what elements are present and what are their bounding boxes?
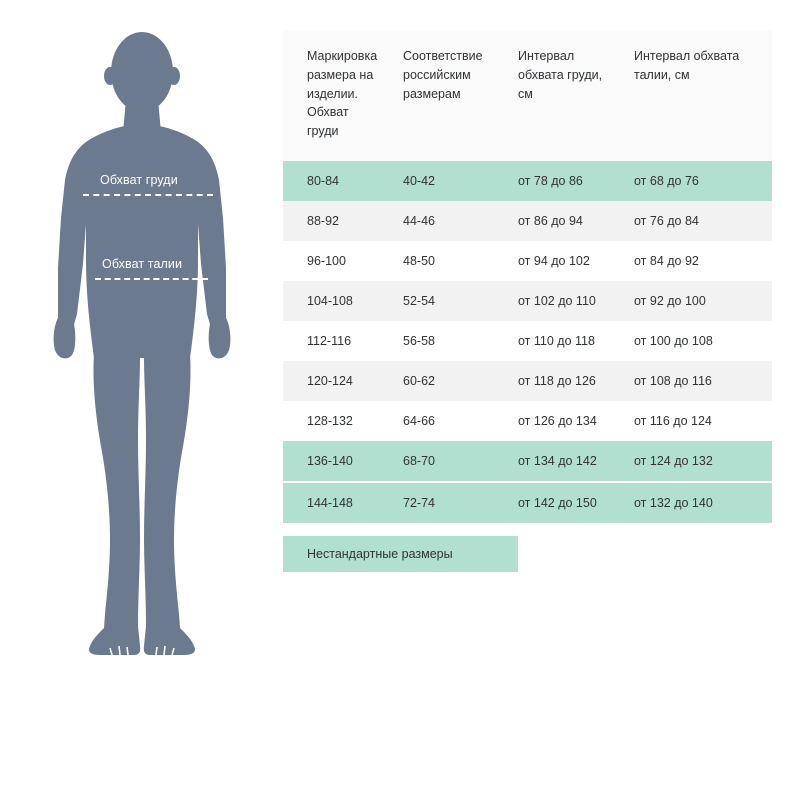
cell-marking: 128-132 xyxy=(307,413,353,428)
cell-waist: от 76 до 84 xyxy=(634,213,699,228)
cell-chest: от 142 до 150 xyxy=(506,480,621,523)
table-row[interactable]: 112-116 56-58 от 110 до 118 от 100 до 10… xyxy=(283,320,772,361)
chest-measure-line-icon xyxy=(83,194,213,196)
cell-waist: от 116 до 124 xyxy=(634,413,712,428)
column-header-marking: Маркировка размера на изделии. Обхват гр… xyxy=(283,30,389,161)
cell-waist: от 108 до 116 xyxy=(634,373,712,388)
custom-sizes-button[interactable]: Нестандартные размеры xyxy=(283,536,518,572)
male-body-silhouette-icon xyxy=(53,32,231,656)
table-row[interactable]: 88-92 44-46 от 86 до 94 от 76 до 84 xyxy=(283,200,772,241)
cell-marking: 80-84 xyxy=(307,173,339,188)
table-header: Маркировка размера на изделии. Обхват гр… xyxy=(283,30,772,161)
table-row[interactable]: 136-140 68-70 от 134 до 142 от 124 до 13… xyxy=(283,440,772,482)
cell-chest: от 110 до 118 xyxy=(518,333,595,348)
cell-marking: 120-124 xyxy=(307,373,353,388)
cell-marking: 112-116 xyxy=(307,333,352,348)
table-body: 80-84 40-42 от 78 до 86 от 68 до 76 88-9… xyxy=(283,160,772,523)
cell-chest: от 94 до 102 xyxy=(518,253,590,268)
table-row[interactable]: 120-124 60-62 от 118 до 126 от 108 до 11… xyxy=(283,360,772,401)
column-header-waist: Интервал обхвата талии, см xyxy=(621,30,772,161)
cell-chest: от 102 до 110 xyxy=(518,293,596,308)
cell-chest: от 118 до 126 xyxy=(518,373,596,388)
chest-measure-label: Обхват груди xyxy=(100,173,178,187)
table-header-row: Маркировка размера на изделии. Обхват гр… xyxy=(283,30,772,161)
cell-marking: 144-148 xyxy=(283,480,389,523)
cell-waist: от 92 до 100 xyxy=(634,293,706,308)
table-row[interactable]: 144-148 72-74 от 142 до 150 от 132 до 14… xyxy=(283,480,772,523)
cell-waist: от 100 до 108 xyxy=(634,333,713,348)
waist-measure-label: Обхват талии xyxy=(102,257,183,271)
table-row[interactable]: 104-108 52-54 от 102 до 110 от 92 до 100 xyxy=(283,280,772,321)
table-row[interactable]: 96-100 48-50 от 94 до 102 от 84 до 92 xyxy=(283,240,772,281)
cell-marking: 88-92 xyxy=(307,213,339,228)
cell-chest: от 134 до 142 xyxy=(518,453,597,468)
cell-russian: 68-70 xyxy=(403,453,435,468)
cell-russian: 48-50 xyxy=(403,253,435,268)
column-header-chest: Интервал обхвата груди, см xyxy=(506,30,621,161)
cell-marking: 96-100 xyxy=(307,253,346,268)
cell-chest: от 126 до 134 xyxy=(518,413,597,428)
cell-russian: 40-42 xyxy=(403,173,435,188)
waist-measure-line-icon xyxy=(95,278,208,280)
cell-russian: 60-62 xyxy=(403,373,435,388)
cell-chest: от 78 до 86 xyxy=(518,173,583,188)
cell-chest: от 86 до 94 xyxy=(518,213,583,228)
cell-russian: 44-46 xyxy=(403,213,435,228)
cell-russian: 72-74 xyxy=(389,480,506,523)
cell-russian: 52-54 xyxy=(403,293,435,308)
cell-marking: 136-140 xyxy=(307,453,353,468)
table-row[interactable]: 80-84 40-42 от 78 до 86 от 68 до 76 xyxy=(283,160,772,201)
table-row[interactable]: 128-132 64-66 от 126 до 134 от 116 до 12… xyxy=(283,400,772,441)
cell-waist: от 84 до 92 xyxy=(634,253,699,268)
cell-waist: от 124 до 132 xyxy=(634,453,713,468)
cell-waist: от 132 до 140 xyxy=(621,480,772,523)
cell-russian: 56-58 xyxy=(403,333,435,348)
cell-russian: 64-66 xyxy=(403,413,435,428)
size-table: Маркировка размера на изделии. Обхват гр… xyxy=(283,30,772,523)
body-figure-panel: Обхват груди Обхват талии xyxy=(0,0,283,700)
cell-waist: от 68 до 76 xyxy=(634,173,699,188)
cell-marking: 104-108 xyxy=(307,293,353,308)
column-header-russian: Соответствие российским размерам xyxy=(389,30,506,161)
